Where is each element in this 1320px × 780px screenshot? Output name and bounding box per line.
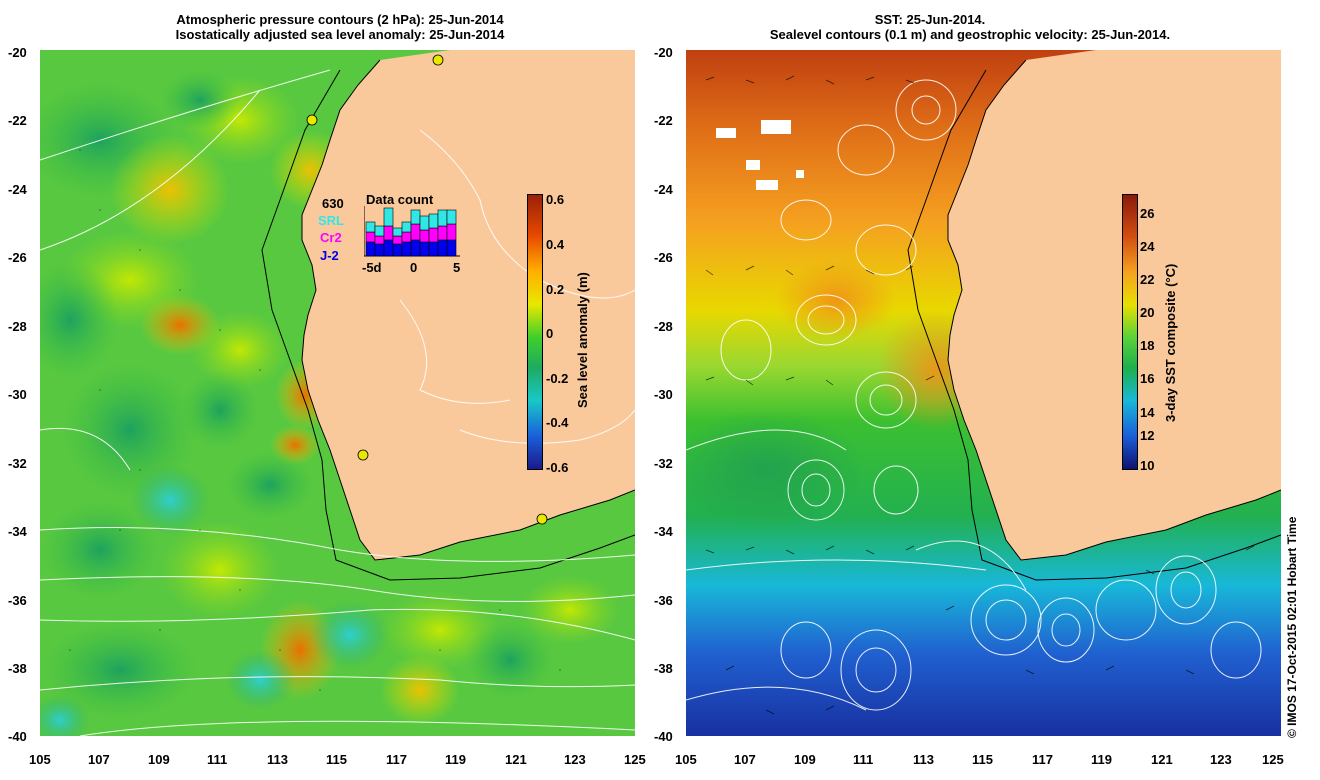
right-colorbar-bar: [1122, 194, 1138, 470]
data-count-total: 630: [322, 196, 344, 211]
lon-tick: 119: [1091, 752, 1112, 767]
lat-tick: -30: [654, 387, 673, 402]
lon-tick: 107: [734, 752, 756, 767]
lat-tick: -34: [654, 524, 673, 539]
right-title-line2: Sealevel contours (0.1 m) and geostrophi…: [769, 27, 1171, 42]
left-cbar-tick: 0: [546, 326, 554, 341]
left-cbar-tick: -0.2: [546, 371, 569, 386]
lon-tick: 113: [267, 752, 288, 767]
lon-tick: 113: [913, 752, 934, 767]
mission-j2: J-2: [320, 248, 339, 263]
right-cbar-tick: 26: [1140, 206, 1155, 221]
right-cbar-tick: 14: [1140, 405, 1155, 420]
right-cbar-tick: 16: [1140, 371, 1155, 386]
histogram-axis-label-max: 5: [453, 260, 461, 275]
lat-tick: -38: [654, 661, 673, 676]
left-title-line1: Atmospheric pressure contours (2 hPa): 2…: [176, 12, 504, 27]
lon-tick: 111: [207, 752, 228, 767]
right-cbar-tick: 18: [1140, 338, 1155, 353]
lat-tick: -28: [8, 319, 27, 334]
lat-tick: -32: [654, 456, 673, 471]
lat-tick: -36: [654, 593, 673, 608]
right-cbar-tick: 12: [1140, 428, 1155, 443]
lon-tick: 105: [675, 752, 697, 767]
right-cbar-tick: 20: [1140, 305, 1155, 320]
histogram-axis-label-zero: 0: [410, 260, 418, 275]
lat-tick: -38: [8, 661, 27, 676]
right-colorbar-label: 3-day SST composite (°C): [1163, 263, 1178, 422]
histogram-axis-label-min: -5d: [362, 260, 382, 275]
right-map-canvas: [686, 50, 1281, 736]
lon-tick: 109: [794, 752, 816, 767]
lon-tick: 121: [505, 752, 527, 767]
lat-tick: -40: [8, 729, 27, 744]
left-colorbar-label: Sea level anomaly (m): [575, 272, 590, 408]
lon-tick: 121: [1151, 752, 1173, 767]
right-title-line1: SST: 25-Jun-2014.: [874, 12, 986, 27]
right-cbar-tick: 22: [1140, 272, 1155, 287]
right-cbar-tick: 24: [1140, 239, 1155, 254]
imos-credit: © IMOS 17-Oct-2015 02:01 Hobart Time: [1285, 516, 1299, 738]
data-count-title: Data count: [366, 192, 434, 207]
lon-tick: 117: [1032, 752, 1053, 767]
right-map[interactable]: [686, 50, 1281, 736]
lat-tick: -30: [8, 387, 27, 402]
lat-tick: -26: [8, 250, 27, 265]
lon-tick: 119: [445, 752, 466, 767]
mission-srl: SRL: [318, 213, 344, 228]
mission-cr2: Cr2: [320, 230, 342, 245]
lat-tick: -40: [654, 729, 673, 744]
data-count-histogram: [364, 206, 460, 257]
lon-tick: 125: [624, 752, 646, 767]
lon-tick: 117: [386, 752, 407, 767]
left-cbar-tick: 0.4: [546, 237, 565, 252]
lon-tick: 123: [564, 752, 586, 767]
lon-tick: 123: [1210, 752, 1232, 767]
left-cbar-tick: -0.4: [546, 415, 569, 430]
lat-tick: -28: [654, 319, 673, 334]
lon-tick: 109: [148, 752, 170, 767]
lat-tick: -24: [8, 182, 27, 197]
lon-tick: 111: [853, 752, 874, 767]
lat-tick: -20: [8, 45, 27, 60]
lon-tick: 115: [326, 752, 347, 767]
lon-tick: 107: [88, 752, 110, 767]
lat-tick: -22: [654, 113, 673, 128]
left-colorbar-bar: [527, 194, 543, 470]
left-map[interactable]: [40, 50, 635, 736]
lat-tick: -26: [654, 250, 673, 265]
left-title-line2: Isostatically adjusted sea level anomaly…: [175, 27, 505, 42]
left-cbar-tick: 0.2: [546, 282, 565, 297]
left-cbar-tick: 0.6: [546, 192, 565, 207]
lat-tick: -32: [8, 456, 27, 471]
lat-tick: -22: [8, 113, 27, 128]
lon-tick: 105: [29, 752, 51, 767]
lat-tick: -34: [8, 524, 27, 539]
lon-tick: 115: [972, 752, 993, 767]
lon-tick: 125: [1262, 752, 1284, 767]
left-cbar-tick: -0.6: [546, 460, 569, 475]
lat-tick: -36: [8, 593, 27, 608]
lat-tick: -20: [654, 45, 673, 60]
right-cbar-tick: 10: [1140, 458, 1155, 473]
left-map-canvas: [40, 50, 635, 736]
lat-tick: -24: [654, 182, 673, 197]
